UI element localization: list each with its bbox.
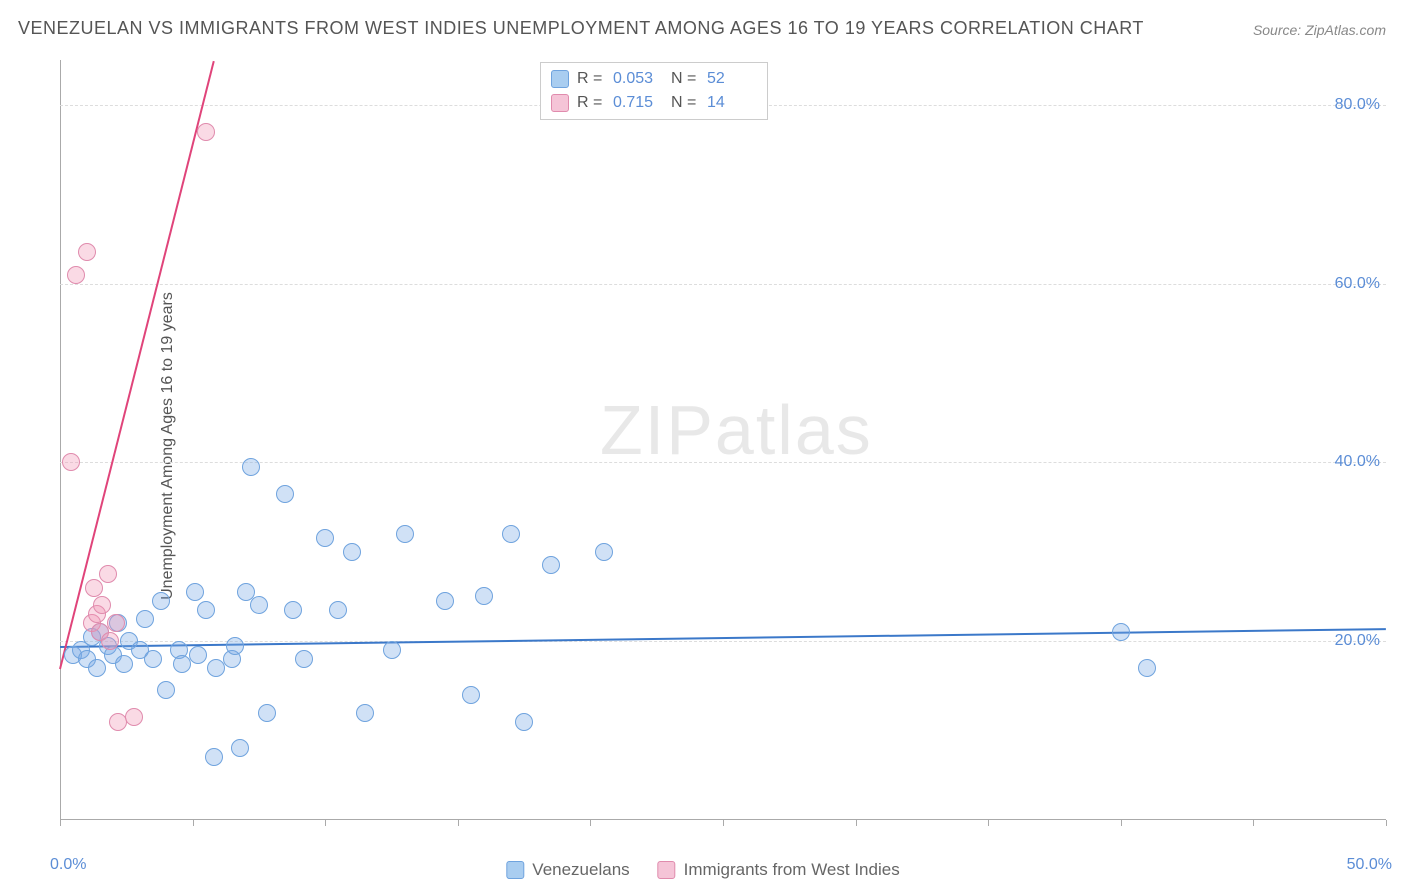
data-point — [107, 614, 125, 632]
data-point — [542, 556, 560, 574]
n-value: 14 — [707, 94, 757, 112]
watermark-zip: ZIP — [600, 391, 715, 469]
y-tick-label: 40.0% — [1335, 453, 1380, 471]
y-tick-label: 80.0% — [1335, 96, 1380, 114]
data-point — [515, 713, 533, 731]
data-point — [502, 525, 520, 543]
x-tick-mark — [590, 820, 591, 826]
data-point — [436, 592, 454, 610]
x-tick-mark — [1386, 820, 1387, 826]
trend-line — [60, 628, 1386, 648]
data-point — [93, 596, 111, 614]
data-point — [88, 659, 106, 677]
chart-title: VENEZUELAN VS IMMIGRANTS FROM WEST INDIE… — [18, 18, 1144, 39]
data-point — [207, 659, 225, 677]
r-value: 0.715 — [613, 94, 663, 112]
data-point — [186, 583, 204, 601]
y-tick-label: 60.0% — [1335, 275, 1380, 293]
data-point — [329, 601, 347, 619]
data-point — [173, 655, 191, 673]
data-point — [1112, 623, 1130, 641]
n-label: N = — [671, 70, 699, 88]
data-point — [356, 704, 374, 722]
series-legend: Venezuelans Immigrants from West Indies — [506, 860, 899, 880]
data-point — [276, 485, 294, 503]
legend-swatch — [658, 861, 676, 879]
data-point — [231, 739, 249, 757]
data-point — [78, 243, 96, 261]
source-label: Source: ZipAtlas.com — [1253, 22, 1386, 38]
r-value: 0.053 — [613, 70, 663, 88]
data-point — [250, 596, 268, 614]
data-point — [284, 601, 302, 619]
data-point — [258, 704, 276, 722]
x-tick-mark — [458, 820, 459, 826]
data-point — [152, 592, 170, 610]
legend-label: Venezuelans — [532, 860, 629, 880]
data-point — [67, 266, 85, 284]
gridline — [60, 284, 1386, 285]
x-tick-mark — [1121, 820, 1122, 826]
data-point — [226, 637, 244, 655]
legend-swatch — [506, 861, 524, 879]
x-tick-mark — [325, 820, 326, 826]
data-point — [396, 525, 414, 543]
data-point — [157, 681, 175, 699]
data-point — [101, 632, 119, 650]
legend-row: R = 0.053 N = 52 — [551, 67, 757, 91]
data-point — [189, 646, 207, 664]
data-point — [197, 123, 215, 141]
correlation-legend: R = 0.053 N = 52 R = 0.715 N = 14 — [540, 62, 768, 120]
legend-item: Immigrants from West Indies — [658, 860, 900, 880]
data-point — [1138, 659, 1156, 677]
x-tick-mark — [60, 820, 61, 826]
data-point — [343, 543, 361, 561]
data-point — [595, 543, 613, 561]
x-tick-mark — [1253, 820, 1254, 826]
legend-swatch — [551, 94, 569, 112]
y-axis — [60, 60, 61, 820]
data-point — [316, 529, 334, 547]
data-point — [125, 708, 143, 726]
x-tick-mark — [988, 820, 989, 826]
data-point — [136, 610, 154, 628]
legend-swatch — [551, 70, 569, 88]
y-tick-label: 20.0% — [1335, 632, 1380, 650]
gridline — [60, 641, 1386, 642]
data-point — [62, 453, 80, 471]
x-axis-start-label: 0.0% — [50, 856, 86, 874]
data-point — [85, 579, 103, 597]
legend-item: Venezuelans — [506, 860, 629, 880]
data-point — [242, 458, 260, 476]
watermark-atlas: atlas — [715, 391, 873, 469]
data-point — [144, 650, 162, 668]
legend-row: R = 0.715 N = 14 — [551, 91, 757, 115]
x-tick-mark — [856, 820, 857, 826]
n-value: 52 — [707, 70, 757, 88]
data-point — [295, 650, 313, 668]
data-point — [197, 601, 215, 619]
n-label: N = — [671, 94, 699, 112]
r-label: R = — [577, 70, 605, 88]
x-tick-mark — [723, 820, 724, 826]
watermark: ZIPatlas — [600, 390, 873, 470]
data-point — [462, 686, 480, 704]
data-point — [99, 565, 117, 583]
x-axis-end-label: 50.0% — [1347, 856, 1392, 874]
data-point — [475, 587, 493, 605]
data-point — [115, 655, 133, 673]
data-point — [205, 748, 223, 766]
data-point — [383, 641, 401, 659]
plot-area: ZIPatlas 20.0% 40.0% 60.0% 80.0% — [60, 60, 1386, 820]
x-tick-mark — [193, 820, 194, 826]
r-label: R = — [577, 94, 605, 112]
trend-line — [59, 61, 215, 669]
legend-label: Immigrants from West Indies — [684, 860, 900, 880]
